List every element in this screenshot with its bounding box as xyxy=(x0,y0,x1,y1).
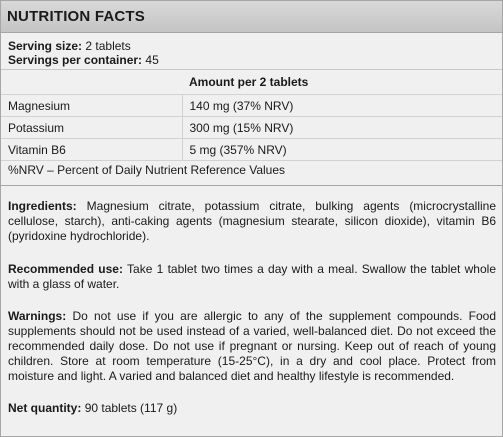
servings-per-container-value: 45 xyxy=(145,53,159,67)
serving-size-value: 2 tablets xyxy=(85,39,131,53)
recommended-use-text: Take 1 tablet two times a day with a mea… xyxy=(8,262,496,291)
warnings-text: Do not use if you are allergic to any of… xyxy=(8,309,496,383)
nutrient-amount: 140 mg (37% NRV) xyxy=(181,94,502,117)
nutrient-amount: 5 mg (357% NRV) xyxy=(181,138,502,161)
table-row: Potassium 300 mg (15% NRV) xyxy=(1,116,502,139)
nrv-note: %NRV – Percent of Daily Nutrient Referen… xyxy=(1,161,502,186)
recommended-use-section: Recommended use: Take 1 tablet two times… xyxy=(1,262,502,292)
nutrient-name: Vitamin B6 xyxy=(1,138,182,161)
serving-size-label: Serving size: xyxy=(8,39,83,53)
panel-title: NUTRITION FACTS xyxy=(1,1,502,33)
nutrient-table: Amount per 2 tablets Magnesium 140 mg (3… xyxy=(1,70,502,161)
net-quantity-text: 90 tablets (117 g) xyxy=(84,401,178,415)
servings-per-container-line: Servings per container: 45 xyxy=(8,53,502,67)
serving-info: Serving size: 2 tablets Servings per con… xyxy=(1,33,502,70)
ingredients-label: Ingredients: xyxy=(8,199,77,213)
serving-size-line: Serving size: 2 tablets xyxy=(8,39,502,53)
net-quantity-label: Net quantity: xyxy=(8,401,82,415)
table-row: Magnesium 140 mg (37% NRV) xyxy=(1,94,502,117)
nutrient-table-header: Amount per 2 tablets xyxy=(1,70,502,95)
amount-header: Amount per 2 tablets xyxy=(182,70,502,95)
warnings-section: Warnings: Do not use if you are allergic… xyxy=(1,309,502,384)
recommended-use-label: Recommended use: xyxy=(8,262,123,276)
nutrient-amount: 300 mg (15% NRV) xyxy=(181,116,502,139)
net-quantity-section: Net quantity: 90 tablets (117 g) xyxy=(1,401,502,416)
ingredients-section: Ingredients: Magnesium citrate, potassiu… xyxy=(1,199,502,244)
header-empty-cell xyxy=(1,70,182,95)
servings-per-container-label: Servings per container: xyxy=(8,53,143,67)
ingredients-text: Magnesium citrate, potassium citrate, bu… xyxy=(8,199,496,243)
nutrient-name: Potassium xyxy=(1,116,182,139)
nutrient-name: Magnesium xyxy=(1,94,182,117)
table-row: Vitamin B6 5 mg (357% NRV) xyxy=(1,138,502,161)
warnings-label: Warnings: xyxy=(8,309,67,323)
